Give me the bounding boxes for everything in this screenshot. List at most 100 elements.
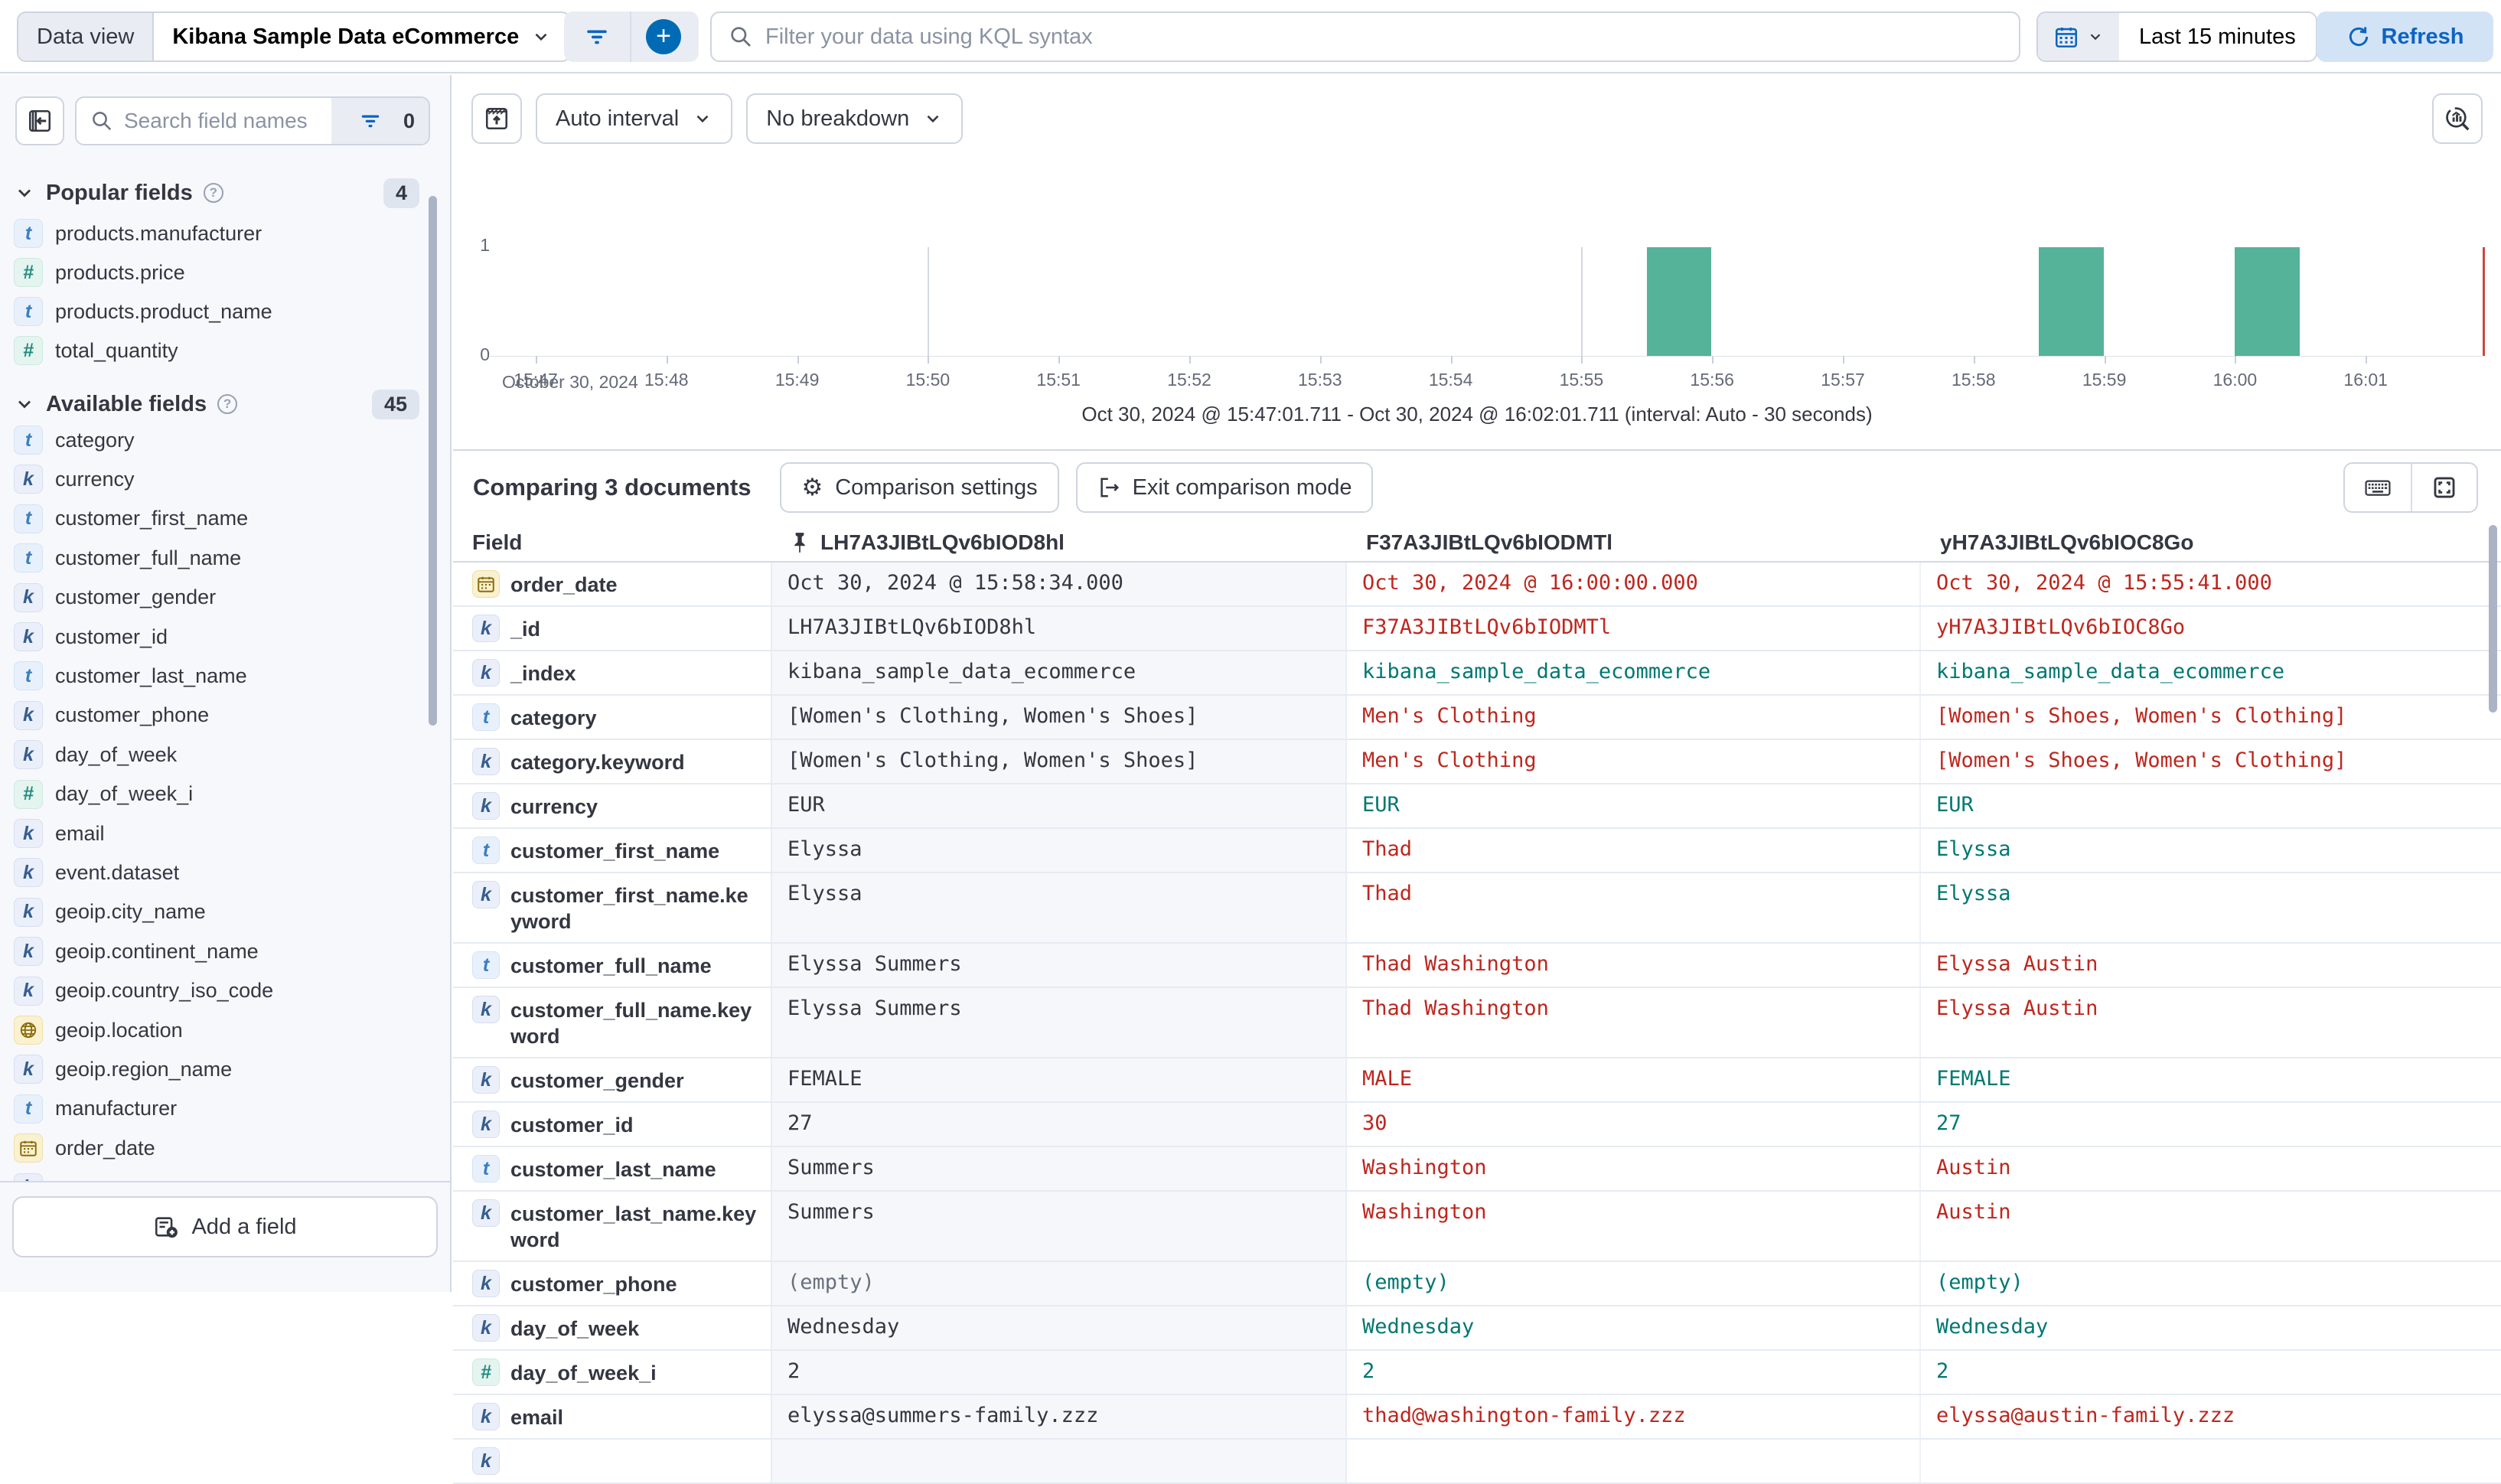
table-row[interactable]: t category [Women's Clothing, Women's Shoe…	[453, 696, 2501, 740]
geo-point-field-icon	[14, 1016, 43, 1045]
table-row[interactable]: k customer_first_name.keyword Elyssa Thad El…	[453, 873, 2501, 944]
available-fields-count: 45	[371, 389, 419, 419]
sidebar-field-item[interactable]: k customer_gender	[14, 579, 419, 617]
number-field-icon: #	[472, 1358, 500, 1386]
sidebar-field-item[interactable]: k email	[14, 814, 419, 853]
sidebar-field-item[interactable]: k geoip.country_iso_code	[14, 972, 419, 1010]
table-row[interactable]: k email elyssa@summers-family.zzz thad@wash…	[453, 1395, 2501, 1440]
keyword-field-icon: k	[14, 897, 43, 927]
table-row[interactable]: k day_of_week Wednesday Wednesday Wednesday	[453, 1306, 2501, 1351]
keyboard-shortcuts-button[interactable]	[2345, 464, 2411, 511]
sidebar-field-label: currency	[55, 467, 135, 491]
interval-select[interactable]: Auto interval	[536, 93, 733, 144]
time-range-value[interactable]: Last 15 minutes	[2119, 13, 2316, 60]
pinned-doc-column-header: LH7A3JIBtLQv6bIOD8hl	[771, 530, 1347, 555]
keyword-field-icon: k	[14, 700, 43, 730]
sidebar-field-item[interactable]: # total_quantity	[14, 331, 419, 370]
add-filter-button[interactable]: +	[630, 11, 696, 62]
sidebar-field-item[interactable]: # day_of_week_i	[14, 775, 419, 814]
table-row[interactable]: k currency EUR EUR EUR	[453, 784, 2501, 829]
field-filter-button[interactable]: 0	[331, 98, 429, 144]
sidebar-field-item[interactable]: k customer_phone	[14, 696, 419, 735]
table-row[interactable]: k customer_id 27 30 27	[453, 1103, 2501, 1147]
refresh-label: Refresh	[2381, 24, 2464, 49]
time-range-picker: Last 15 minutes	[2036, 11, 2317, 62]
calendar-menu-button[interactable]	[2038, 13, 2119, 60]
comparison-title: Comparing 3 documents	[473, 474, 752, 501]
hide-chart-button[interactable]	[471, 93, 522, 144]
table-row[interactable]: t customer_last_name Summers Washington Aust…	[453, 1147, 2501, 1192]
breakdown-select[interactable]: No breakdown	[746, 93, 964, 144]
sidebar-field-item[interactable]: t manufacturer	[14, 1090, 419, 1128]
sidebar-field-item[interactable]: t products.product_name	[14, 292, 419, 331]
sidebar-field-item[interactable]: t customer_last_name	[14, 657, 419, 695]
sidebar-field-label: customer_last_name	[55, 664, 247, 687]
histogram-bar[interactable]	[1646, 247, 1712, 356]
histogram-bar[interactable]	[2039, 247, 2104, 356]
popular-fields-header[interactable]: Popular fields ? 4	[14, 173, 419, 213]
filter-menu-button[interactable]	[564, 11, 630, 62]
add-field-button[interactable]: Add a field	[12, 1196, 438, 1257]
field-name-cell: k currency	[453, 784, 771, 827]
keyword-field-icon: k	[14, 819, 43, 848]
histogram-bar[interactable]	[2235, 247, 2300, 356]
edit-visualization-button[interactable]	[2432, 93, 2483, 144]
sidebar-field-label: day_of_week_i	[55, 782, 194, 806]
table-row[interactable]: t customer_first_name Elyssa Thad Elyssa	[453, 829, 2501, 873]
fullscreen-button[interactable]	[2411, 464, 2477, 511]
histogram-chart[interactable]: 1 0 15:47 15:48 15:49 15:50 15:51 15:52 15:53 1…	[453, 148, 2501, 401]
field-name-cell: k day_of_week	[453, 1306, 771, 1349]
sidebar-field-item[interactable]: geoip.location	[14, 1011, 419, 1049]
popular-fields-title: Popular fields	[46, 180, 193, 205]
keyword-field-icon: k	[472, 1403, 500, 1430]
sidebar-field-item[interactable]: k customer_id	[14, 618, 419, 656]
sidebar-field-item[interactable]: k currency	[14, 460, 419, 498]
data-view-picker[interactable]: Data view Kibana Sample Data eCommerce	[17, 11, 572, 62]
sidebar-field-item[interactable]: t customer_full_name	[14, 539, 419, 577]
sidebar-field-item[interactable]: k geoip.city_name	[14, 893, 419, 931]
sidebar-field-item[interactable]: k event.dataset	[14, 853, 419, 892]
field-search-input[interactable]: Search field names 0	[75, 96, 430, 145]
table-row[interactable]: k category.keyword [Women's Clothing, Wome…	[453, 740, 2501, 784]
table-row[interactable]: order_date Oct 30, 2024 @ 15:58:34.000 Oct…	[453, 563, 2501, 607]
x-axis-tickmark	[1450, 356, 1453, 364]
sidebar-field-label: products.manufacturer	[55, 221, 262, 245]
sidebar-field-label: manufacturer	[55, 1097, 178, 1120]
field-name-cell: t customer_full_name	[453, 944, 771, 987]
keyword-field-icon: k	[472, 792, 500, 820]
x-axis-tick-label: 15:50	[905, 370, 951, 390]
chevron-down-icon	[14, 182, 35, 204]
x-axis-tickmark	[1319, 356, 1322, 364]
sidebar-field-item[interactable]: k day_of_week	[14, 735, 419, 774]
available-fields-header[interactable]: Available fields ? 45	[14, 384, 419, 424]
table-row[interactable]: k customer_gender FEMALE MALE FEMALE	[453, 1058, 2501, 1103]
table-row-partial[interactable]: k	[453, 1440, 2501, 1484]
table-row[interactable]: t customer_full_name Elyssa Summers Thad Wa…	[453, 944, 2501, 988]
field-name	[510, 1447, 757, 1449]
comparison-table: Field LH7A3JIBtLQv6bIOD8hl F37A3JIBtLQv6…	[453, 524, 2501, 1484]
table-row[interactable]: k _index kibana_sample_data_ecommerce kiban…	[453, 651, 2501, 696]
table-row[interactable]: k customer_full_name.keyword Elyssa Summer…	[453, 988, 2501, 1058]
field-name: customer_phone	[510, 1273, 677, 1296]
collapse-sidebar-button[interactable]	[15, 96, 64, 145]
table-scrollbar[interactable]	[2489, 525, 2497, 713]
sidebar-field-item[interactable]: t category	[14, 421, 419, 459]
sidebar-field-item[interactable]: k geoip.region_name	[14, 1050, 419, 1088]
sidebar-field-item[interactable]: order_date	[14, 1129, 419, 1167]
sidebar-field-item[interactable]: # products.price	[14, 253, 419, 292]
data-view-value-button[interactable]: Kibana Sample Data eCommerce	[154, 24, 570, 50]
sidebar-field-item[interactable]: t products.manufacturer	[14, 214, 419, 253]
sidebar-field-item[interactable]: k geoip.continent_name	[14, 932, 419, 970]
sidebar-field-item[interactable]: t customer_first_name	[14, 500, 419, 538]
kql-search-input[interactable]: Filter your data using KQL syntax	[710, 11, 2020, 62]
exit-comparison-button[interactable]: Exit comparison mode	[1075, 462, 1374, 513]
table-row[interactable]: # day_of_week_i 2 2 2	[453, 1351, 2501, 1395]
comparison-settings-button[interactable]: ⚙ Comparison settings	[780, 462, 1059, 513]
table-row[interactable]: k customer_last_name.keyword Summers Washin…	[453, 1192, 2501, 1262]
table-row[interactable]: k customer_phone (empty) (empty) (empty)	[453, 1262, 2501, 1306]
doc-value-cell: [Women's Shoes, Women's Clothing]	[1936, 704, 2347, 728]
doc-value-cell: Men's Clothing	[1347, 696, 1921, 739]
table-row[interactable]: k _id LH7A3JIBtLQv6bIOD8hl F37A3JIBtLQv6bIO…	[453, 607, 2501, 651]
sidebar-scrollbar[interactable]	[429, 196, 437, 726]
refresh-button[interactable]: Refresh	[2317, 11, 2493, 62]
